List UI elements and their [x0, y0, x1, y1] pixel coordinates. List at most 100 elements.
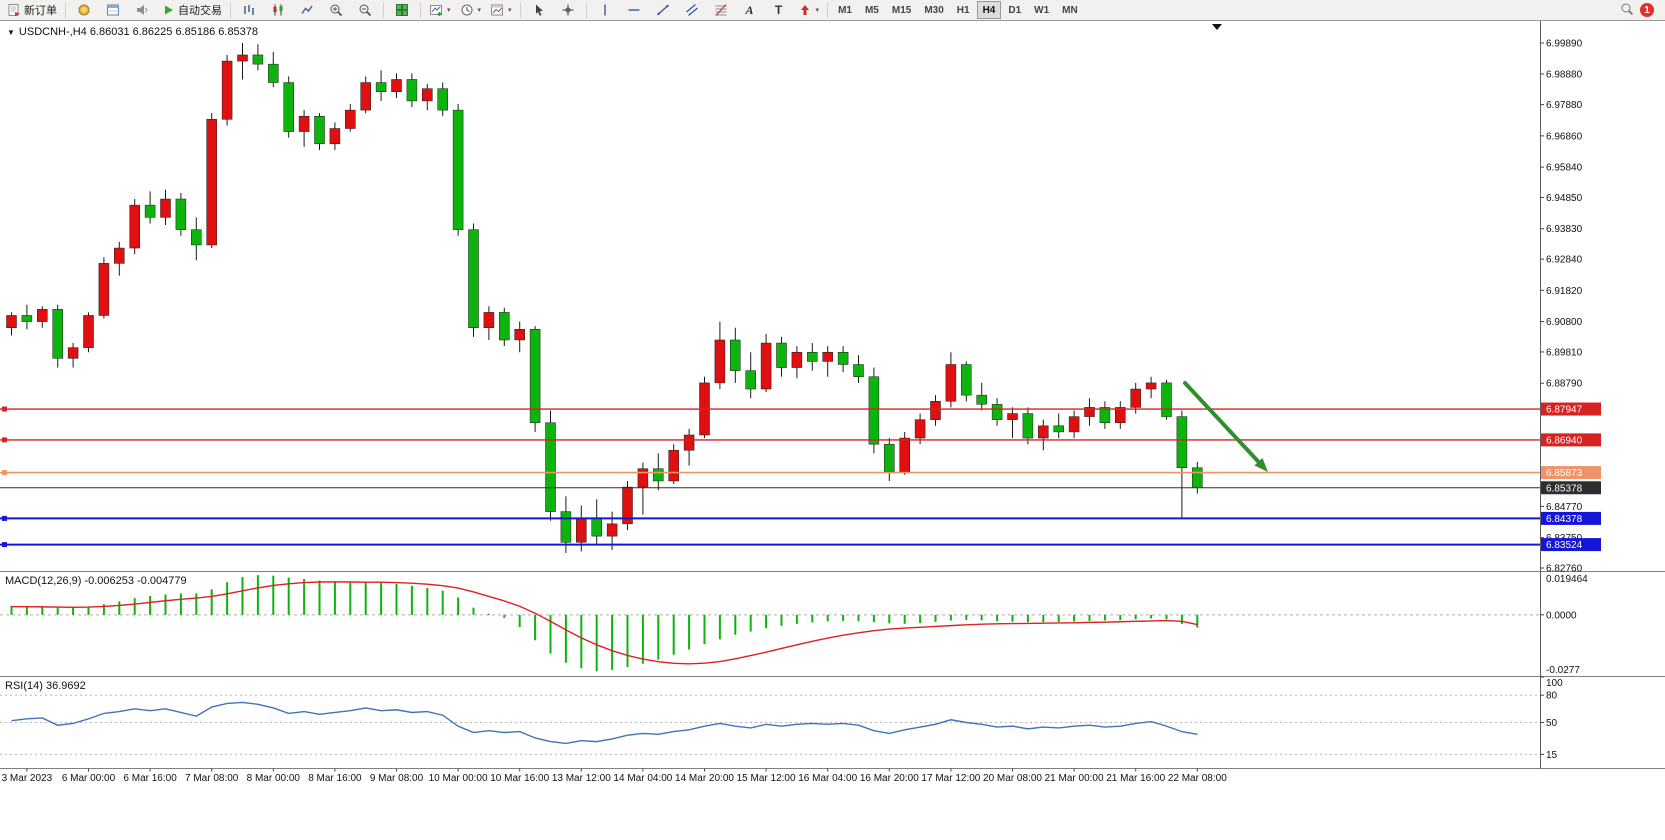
candle-body — [37, 309, 48, 322]
price-tag-label: 6.85873 — [1546, 468, 1583, 479]
timeframe-button-m30[interactable]: M30 — [924, 4, 944, 16]
price-axis-tick: 6.92840 — [1546, 255, 1583, 266]
horizontal-line-button[interactable] — [620, 0, 648, 20]
candle-body — [175, 198, 187, 230]
candle-body — [991, 404, 1003, 420]
time-axis-label: 9 Mar 08:00 — [370, 773, 424, 784]
timeframe-button-w1[interactable]: W1 — [1034, 4, 1050, 16]
candle-body — [714, 339, 726, 384]
price-axis-tick: 6.88790 — [1546, 379, 1583, 390]
trendline-button[interactable] — [649, 0, 677, 20]
candle-body — [67, 347, 79, 359]
chart-shift-marker[interactable] — [1212, 24, 1222, 30]
tile-windows-button[interactable] — [388, 0, 416, 20]
candle-body — [760, 342, 772, 390]
rsi-scale-label: 50 — [1546, 718, 1558, 729]
time-axis-label: 6 Mar 00:00 — [62, 773, 116, 784]
data-window-button[interactable] — [99, 0, 127, 20]
line-anchor-handle[interactable] — [2, 406, 7, 412]
text-tool-button[interactable]: A — [736, 0, 764, 20]
candle-body — [622, 486, 633, 525]
line-anchor-handle[interactable] — [2, 470, 7, 476]
cursor-button[interactable] — [525, 0, 553, 20]
candle-body — [468, 229, 479, 328]
crosshair-button[interactable] — [554, 0, 582, 20]
macd-scale-min: -0.0277 — [1546, 665, 1580, 676]
line-chart-button[interactable] — [293, 0, 321, 20]
line-anchor-handle[interactable] — [2, 437, 7, 443]
candle-body — [945, 364, 957, 402]
price-axis-tick: 6.96860 — [1546, 131, 1583, 142]
price-axis-tick: 6.97880 — [1546, 100, 1583, 111]
candle-body — [914, 419, 926, 439]
candle-body — [483, 312, 495, 328]
vertical-line-button[interactable] — [591, 0, 619, 20]
notification-badge[interactable]: 1 — [1640, 3, 1654, 17]
candle-body — [514, 329, 525, 341]
chevron-down-icon: ▾ — [815, 6, 820, 14]
rsi-line — [11, 701, 1198, 745]
timeframe-button-m1[interactable]: M1 — [838, 4, 852, 16]
candle-body — [1115, 407, 1126, 423]
candle-body — [976, 394, 987, 405]
candle-body — [1099, 407, 1111, 423]
channel-button[interactable] — [678, 0, 706, 20]
fibonacci-button[interactable] — [707, 0, 735, 20]
timeframe-button-mn[interactable]: MN — [1062, 4, 1078, 16]
arrows-tool-button[interactable]: ▾ — [794, 0, 824, 20]
bar-chart-button[interactable] — [235, 0, 263, 20]
crosshair-icon — [561, 3, 575, 17]
time-axis-label: 21 Mar 16:00 — [1106, 773, 1165, 784]
timeframe-button-d1[interactable]: D1 — [1008, 4, 1022, 16]
auto-trading-label: 自动交易 — [178, 5, 222, 17]
templates-button[interactable]: ▾ — [486, 0, 516, 20]
market-watch-button[interactable] — [70, 0, 98, 20]
periods-button[interactable]: ▾ — [456, 0, 486, 20]
label-tool-button[interactable]: T — [765, 0, 793, 20]
text-tool-icon: A — [745, 3, 754, 17]
new-order-icon — [7, 3, 21, 17]
time-axis-label: 22 Mar 08:00 — [1168, 773, 1227, 784]
price-tag — [1541, 402, 1601, 416]
zoom-out-button[interactable] — [351, 0, 379, 20]
label-tool-icon: T — [774, 3, 783, 17]
price-tag-label: 6.87947 — [1546, 405, 1583, 416]
timeframe-button-m5[interactable]: M5 — [864, 4, 879, 16]
timeframe-button-h1[interactable]: H1 — [956, 4, 970, 16]
candle-body — [1038, 425, 1049, 439]
search-icon[interactable] — [1620, 2, 1634, 19]
candle-body — [98, 263, 110, 316]
zoom-in-icon — [329, 3, 343, 17]
time-axis-label: 8 Mar 16:00 — [308, 773, 362, 784]
candle-body — [1007, 413, 1018, 420]
auto-trading-button[interactable]: 自动交易 — [157, 0, 226, 20]
line-anchor-handle[interactable] — [2, 515, 7, 521]
trend-arrow-annotation[interactable] — [1183, 381, 1261, 464]
candle-body — [268, 63, 279, 83]
new-order-button[interactable]: 新订单 — [3, 0, 61, 20]
macd-scale-zero: 0.0000 — [1546, 610, 1577, 621]
candle-body — [822, 351, 833, 362]
candlestick-chart-button[interactable] — [264, 0, 292, 20]
line-anchor-handle[interactable] — [2, 542, 7, 548]
candle-body — [114, 247, 125, 264]
candle-body — [160, 198, 171, 218]
toolbar-separator — [383, 2, 384, 18]
one-click-expand-arrow[interactable]: ▼ — [7, 27, 15, 37]
candle-body — [1192, 467, 1203, 489]
zoom-in-button[interactable] — [322, 0, 350, 20]
timeframe-button-m15[interactable]: M15 — [891, 4, 912, 16]
main-toolbar: 新订单 自动交易 — [0, 0, 1665, 20]
indicators-button[interactable]: ▾ — [425, 0, 455, 20]
timeframe-button-h4[interactable]: H4 — [976, 1, 1002, 19]
candle-body — [791, 351, 803, 368]
price-axis-tick: 6.98880 — [1546, 69, 1583, 80]
candle-body — [1084, 407, 1095, 417]
price-tag — [1541, 511, 1601, 525]
terminal-button[interactable] — [128, 0, 156, 20]
candle-body — [683, 434, 695, 451]
candle-body — [1068, 416, 1080, 433]
time-axis-label: 21 Mar 00:00 — [1045, 773, 1104, 784]
chart-canvas[interactable]: 6.99890 6.98880 6.97880 6.96860 6.95840 6.948… — [0, 20, 1665, 840]
time-axis-label: 20 Mar 08:00 — [983, 773, 1042, 784]
